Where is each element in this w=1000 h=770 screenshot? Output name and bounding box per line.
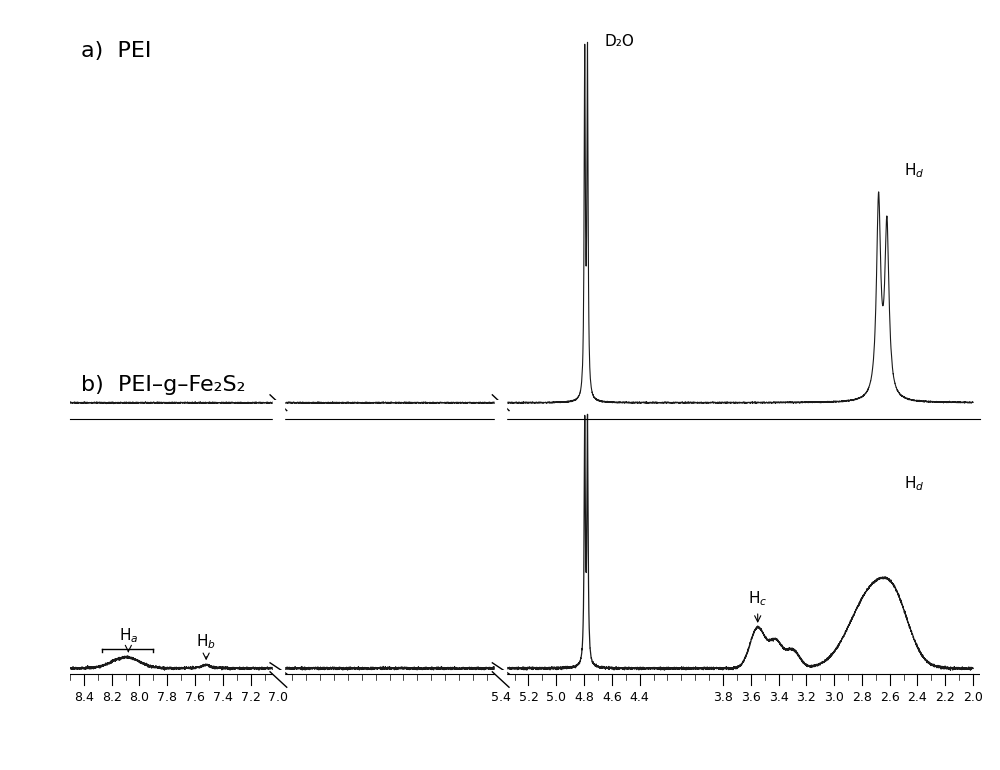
Text: 5.0: 5.0 <box>546 691 566 704</box>
Text: 3.0: 3.0 <box>824 691 844 704</box>
Text: 2.4: 2.4 <box>908 691 927 704</box>
Text: 7.4: 7.4 <box>213 691 233 704</box>
Text: H$_d$: H$_d$ <box>904 162 924 180</box>
Text: 2.6: 2.6 <box>880 691 900 704</box>
Text: 4.4: 4.4 <box>630 691 649 704</box>
Text: 2.2: 2.2 <box>935 691 955 704</box>
Text: H$_c$: H$_c$ <box>748 590 767 622</box>
Text: 3.6: 3.6 <box>741 691 761 704</box>
Text: 3.4: 3.4 <box>769 691 788 704</box>
Text: 8.0: 8.0 <box>129 691 149 704</box>
Text: D₂O: D₂O <box>605 35 635 49</box>
Text: 7.2: 7.2 <box>241 691 261 704</box>
Text: H$_a$: H$_a$ <box>119 627 138 651</box>
Text: 3.8: 3.8 <box>713 691 733 704</box>
Text: 8.4: 8.4 <box>74 691 94 704</box>
Text: 5.2: 5.2 <box>519 691 538 704</box>
Text: 7.0: 7.0 <box>268 691 288 704</box>
Text: 7.6: 7.6 <box>185 691 205 704</box>
Text: 5.4: 5.4 <box>491 691 511 704</box>
Text: 2.0: 2.0 <box>963 691 983 704</box>
Text: a)  PEI: a) PEI <box>81 42 151 62</box>
Text: 4.6: 4.6 <box>602 691 622 704</box>
Text: 3.2: 3.2 <box>796 691 816 704</box>
Text: 4.8: 4.8 <box>574 691 594 704</box>
Text: H$_d$: H$_d$ <box>904 474 924 493</box>
Text: 7.8: 7.8 <box>157 691 177 704</box>
Text: 2.8: 2.8 <box>852 691 872 704</box>
Text: H$_b$: H$_b$ <box>196 632 216 659</box>
Text: 8.2: 8.2 <box>102 691 122 704</box>
Text: b)  PEI–g–Fe₂S₂: b) PEI–g–Fe₂S₂ <box>81 375 246 395</box>
